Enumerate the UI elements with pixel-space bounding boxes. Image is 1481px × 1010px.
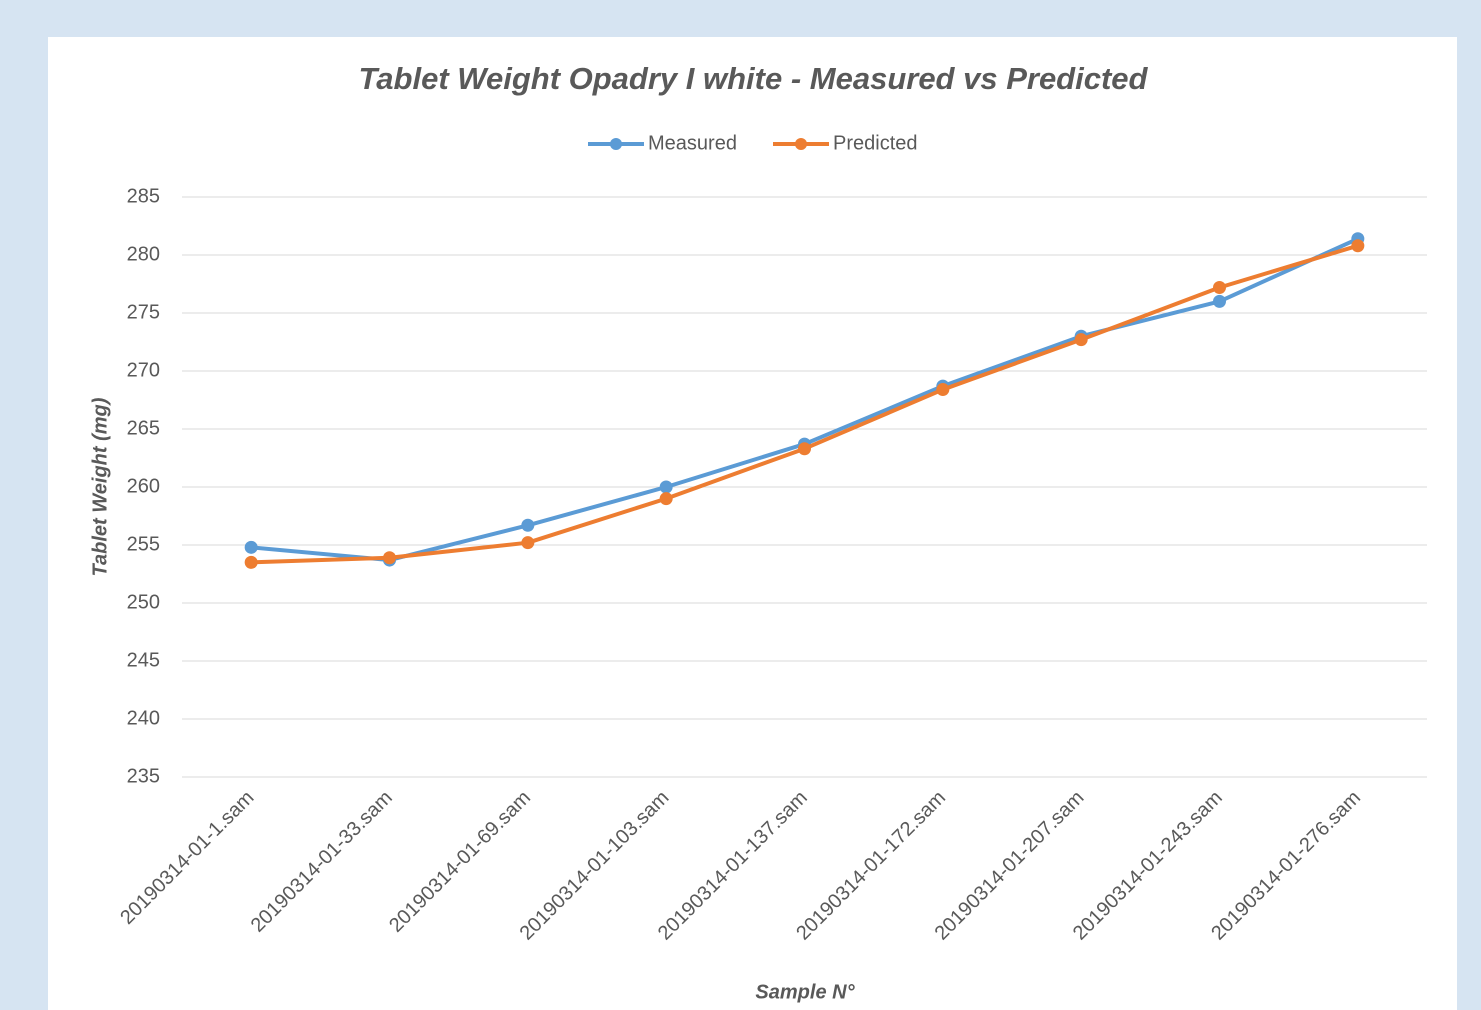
data-point [521, 536, 535, 550]
y-tick-label: 270 [127, 359, 160, 381]
legend-label: Measured [648, 132, 737, 154]
y-tick-label: 275 [127, 301, 160, 323]
chart-panel [48, 37, 1457, 1010]
y-tick-label: 255 [127, 533, 160, 555]
data-point [1213, 294, 1226, 308]
y-tick-label: 260 [127, 475, 160, 497]
legend-marker [795, 138, 807, 150]
data-point [1213, 280, 1226, 294]
data-point [659, 480, 673, 494]
data-point [1074, 333, 1088, 347]
y-tick-label: 285 [127, 185, 160, 207]
y-axis-title: Tablet Weight (mg) [89, 397, 111, 576]
legend-marker [610, 138, 622, 150]
data-point [383, 551, 396, 565]
data-point [1351, 239, 1365, 253]
y-tick-label: 235 [127, 765, 160, 787]
legend-label: Predicted [833, 132, 918, 154]
data-point [659, 492, 673, 506]
data-point [521, 518, 535, 532]
y-tick-label: 245 [127, 649, 160, 671]
y-tick-label: 280 [127, 243, 160, 265]
data-point [936, 383, 950, 397]
chart-title: Tablet Weight Opadry I white - Measured … [359, 61, 1149, 96]
y-tick-label: 240 [127, 707, 160, 729]
data-point [244, 555, 258, 569]
y-tick-label: 250 [127, 591, 160, 613]
data-point [798, 442, 811, 456]
x-axis-title: Sample N° [755, 981, 855, 1003]
y-tick-label: 265 [127, 417, 160, 439]
data-point [244, 540, 258, 554]
